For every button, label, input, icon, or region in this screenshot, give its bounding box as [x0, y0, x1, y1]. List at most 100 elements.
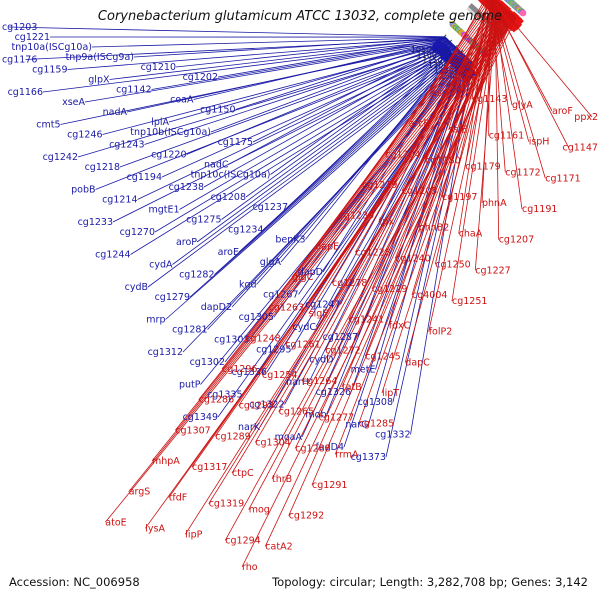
plus-label-leader: [263, 48, 459, 230]
plus-strand-gene-label: cg1275: [186, 215, 221, 226]
minus-strand-gene-label: cg1227: [475, 265, 510, 276]
minus-strand-gene-label: cg1319: [209, 499, 244, 510]
minus-strand-gene-label: ppx2: [574, 112, 598, 123]
plus-label-leader: [196, 49, 460, 243]
plus-label-leader: [259, 61, 474, 428]
plus-strand-gene-label: cg1214: [102, 195, 137, 206]
plus-label-leader: [147, 52, 464, 288]
plus-strand-gene-label: cg1295: [256, 345, 291, 356]
minus-strand-gene-label: ssiF: [432, 88, 450, 99]
minus-label-leader: [221, 8, 507, 370]
plus-strand-gene-label: cg1281: [172, 325, 207, 336]
plus-label-leader: [270, 44, 455, 175]
plus-strand-gene-label: cydB: [125, 282, 148, 293]
plus-label-leader: [154, 49, 460, 233]
minus-strand-gene-label: lipP: [185, 529, 202, 540]
minus-strand-gene-label: rrmA: [335, 449, 359, 460]
minus-strand-gene-label: dapC: [405, 357, 430, 368]
minus-strand-gene-label: tatB: [342, 382, 362, 393]
minus-strand-gene-label: cg1288: [295, 443, 330, 454]
minus-strand-gene-label: cg1292: [289, 511, 324, 522]
plus-strand-gene-label: fadD4: [315, 442, 344, 453]
label-leader-lines: [7, 0, 593, 568]
minus-label-leader: [244, 6, 505, 339]
plus-label-leader: [217, 38, 448, 78]
minus-strand-gene-label: cg1180: [425, 155, 460, 166]
minus-strand-gene-label: cg1239: [339, 211, 374, 222]
plus-strand-gene-label: moaA: [275, 432, 303, 443]
cog-category-box: [519, 9, 527, 17]
minus-label-leader: [231, 12, 512, 474]
minus-label-leader: [294, 10, 510, 449]
minus-label-leader: [184, 16, 516, 535]
plus-label-leader: [137, 47, 458, 200]
plus-strand-gene-label: putP: [179, 380, 201, 391]
minus-label-leader: [224, 16, 516, 541]
plus-strand-gene-label: cg1302: [190, 357, 225, 368]
minus-strand-gene-label: phnB2: [419, 223, 450, 234]
minus-strand-gene-label: sigE: [309, 309, 329, 320]
plus-strand-gene-label: cg1233: [78, 217, 113, 228]
plus-label-leader: [410, 61, 473, 435]
plus-label-leader: [228, 44, 454, 165]
minus-label-leader: [288, 14, 513, 516]
minus-label-leader: [424, 0, 491, 161]
minus-strand-gene-label: cg1240: [395, 253, 430, 264]
plus-strand-gene-label: cg1176: [2, 55, 37, 66]
plus-label-leader: [168, 41, 452, 123]
minus-strand-gene-label: cg1179: [465, 161, 500, 172]
plus-strand-gene-label: cg1373: [351, 452, 386, 463]
plus-strand-gene-label: cg1210: [141, 62, 176, 73]
plus-strand-gene-label: glpX: [88, 75, 110, 86]
minus-label-leader: [191, 13, 512, 468]
minus-label-leader: [271, 12, 512, 480]
plus-strand-gene-label: tnp10a(ISCg10a): [11, 42, 92, 53]
plus-strand-gene-label: pobB: [71, 185, 95, 196]
minus-strand-gene-label: cg4004: [412, 290, 447, 301]
plus-label-leader: [235, 40, 450, 110]
minus-label-leader: [174, 11, 511, 431]
minus-strand-gene-label: cg1161: [489, 131, 524, 142]
plus-label-leader: [42, 40, 450, 93]
plus-strand-gene-label: dapD: [298, 267, 323, 278]
minus-strand-gene-label: cg1241: [349, 315, 384, 326]
minus-strand-gene-label: cg1254: [262, 370, 297, 381]
minus-strand-gene-label: aroF: [552, 106, 573, 117]
minus-strand-gene-label: ssiE: [449, 125, 468, 136]
plus-strand-gene-label: cydD: [309, 355, 333, 366]
plus-strand-gene-label: mrp: [146, 315, 165, 326]
plus-strand-gene-label: mgtE1: [148, 205, 179, 216]
minus-strand-feature: [512, 20, 523, 30]
plus-strand-gene-label: cg1208: [211, 192, 246, 203]
plus-strand-gene-label: tnp9a(ISCg9a): [66, 52, 134, 63]
plus-strand-gene-label: benK3: [275, 235, 305, 246]
plus-strand-gene-label: cg1312: [148, 347, 183, 358]
minus-strand-gene-label: dapE: [315, 241, 339, 252]
plus-label-leader: [119, 45, 455, 168]
plus-label-leader: [95, 46, 457, 190]
plus-strand-gene-label: aroE: [218, 247, 239, 258]
plus-strand-gene-label: cg1242: [43, 152, 78, 163]
minus-strand-gene-label: cg1197: [442, 192, 477, 203]
plus-strand-gene-label: cg1220: [151, 150, 186, 161]
plus-label-leader: [77, 44, 455, 158]
gene-labels: cg1203cg1221tnp10a(ISCg10a)tnp9a(ISCg9a)…: [2, 22, 598, 573]
minus-label-leader: [494, 0, 593, 118]
minus-label-leader: [311, 12, 511, 486]
minus-strand-gene-label: cg1228: [355, 247, 390, 258]
plus-label-leader: [102, 43, 453, 135]
plus-strand-gene-label: cg1322: [249, 400, 284, 411]
plus-label-leader: [25, 38, 448, 60]
plus-label-leader: [182, 57, 469, 353]
plus-strand-gene-label: cg1349: [183, 412, 218, 423]
minus-label-leader: [268, 4, 503, 308]
plus-strand-gene-label: cg1279: [155, 292, 190, 303]
plus-label-leader: [189, 53, 464, 298]
plus-strand-gene-label: cg1244: [95, 250, 130, 261]
minus-strand-gene-label: cg1261: [285, 339, 320, 350]
plus-label-leader: [60, 42, 453, 125]
minus-strand-gene-label: cg1293: [239, 401, 274, 412]
plus-strand-gene-label: coaA: [170, 95, 194, 106]
